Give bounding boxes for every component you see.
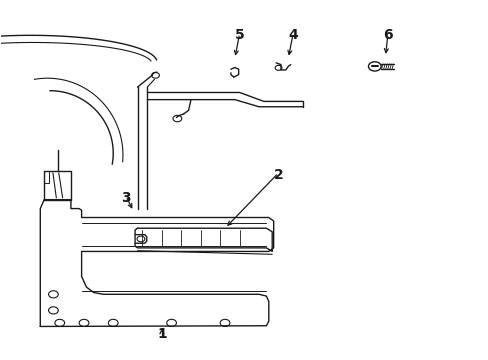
Text: 4: 4 <box>287 28 297 42</box>
Text: 1: 1 <box>157 328 166 342</box>
Text: 2: 2 <box>273 168 283 182</box>
Text: 5: 5 <box>234 28 244 42</box>
Text: 6: 6 <box>382 28 392 42</box>
Text: 3: 3 <box>121 191 130 205</box>
